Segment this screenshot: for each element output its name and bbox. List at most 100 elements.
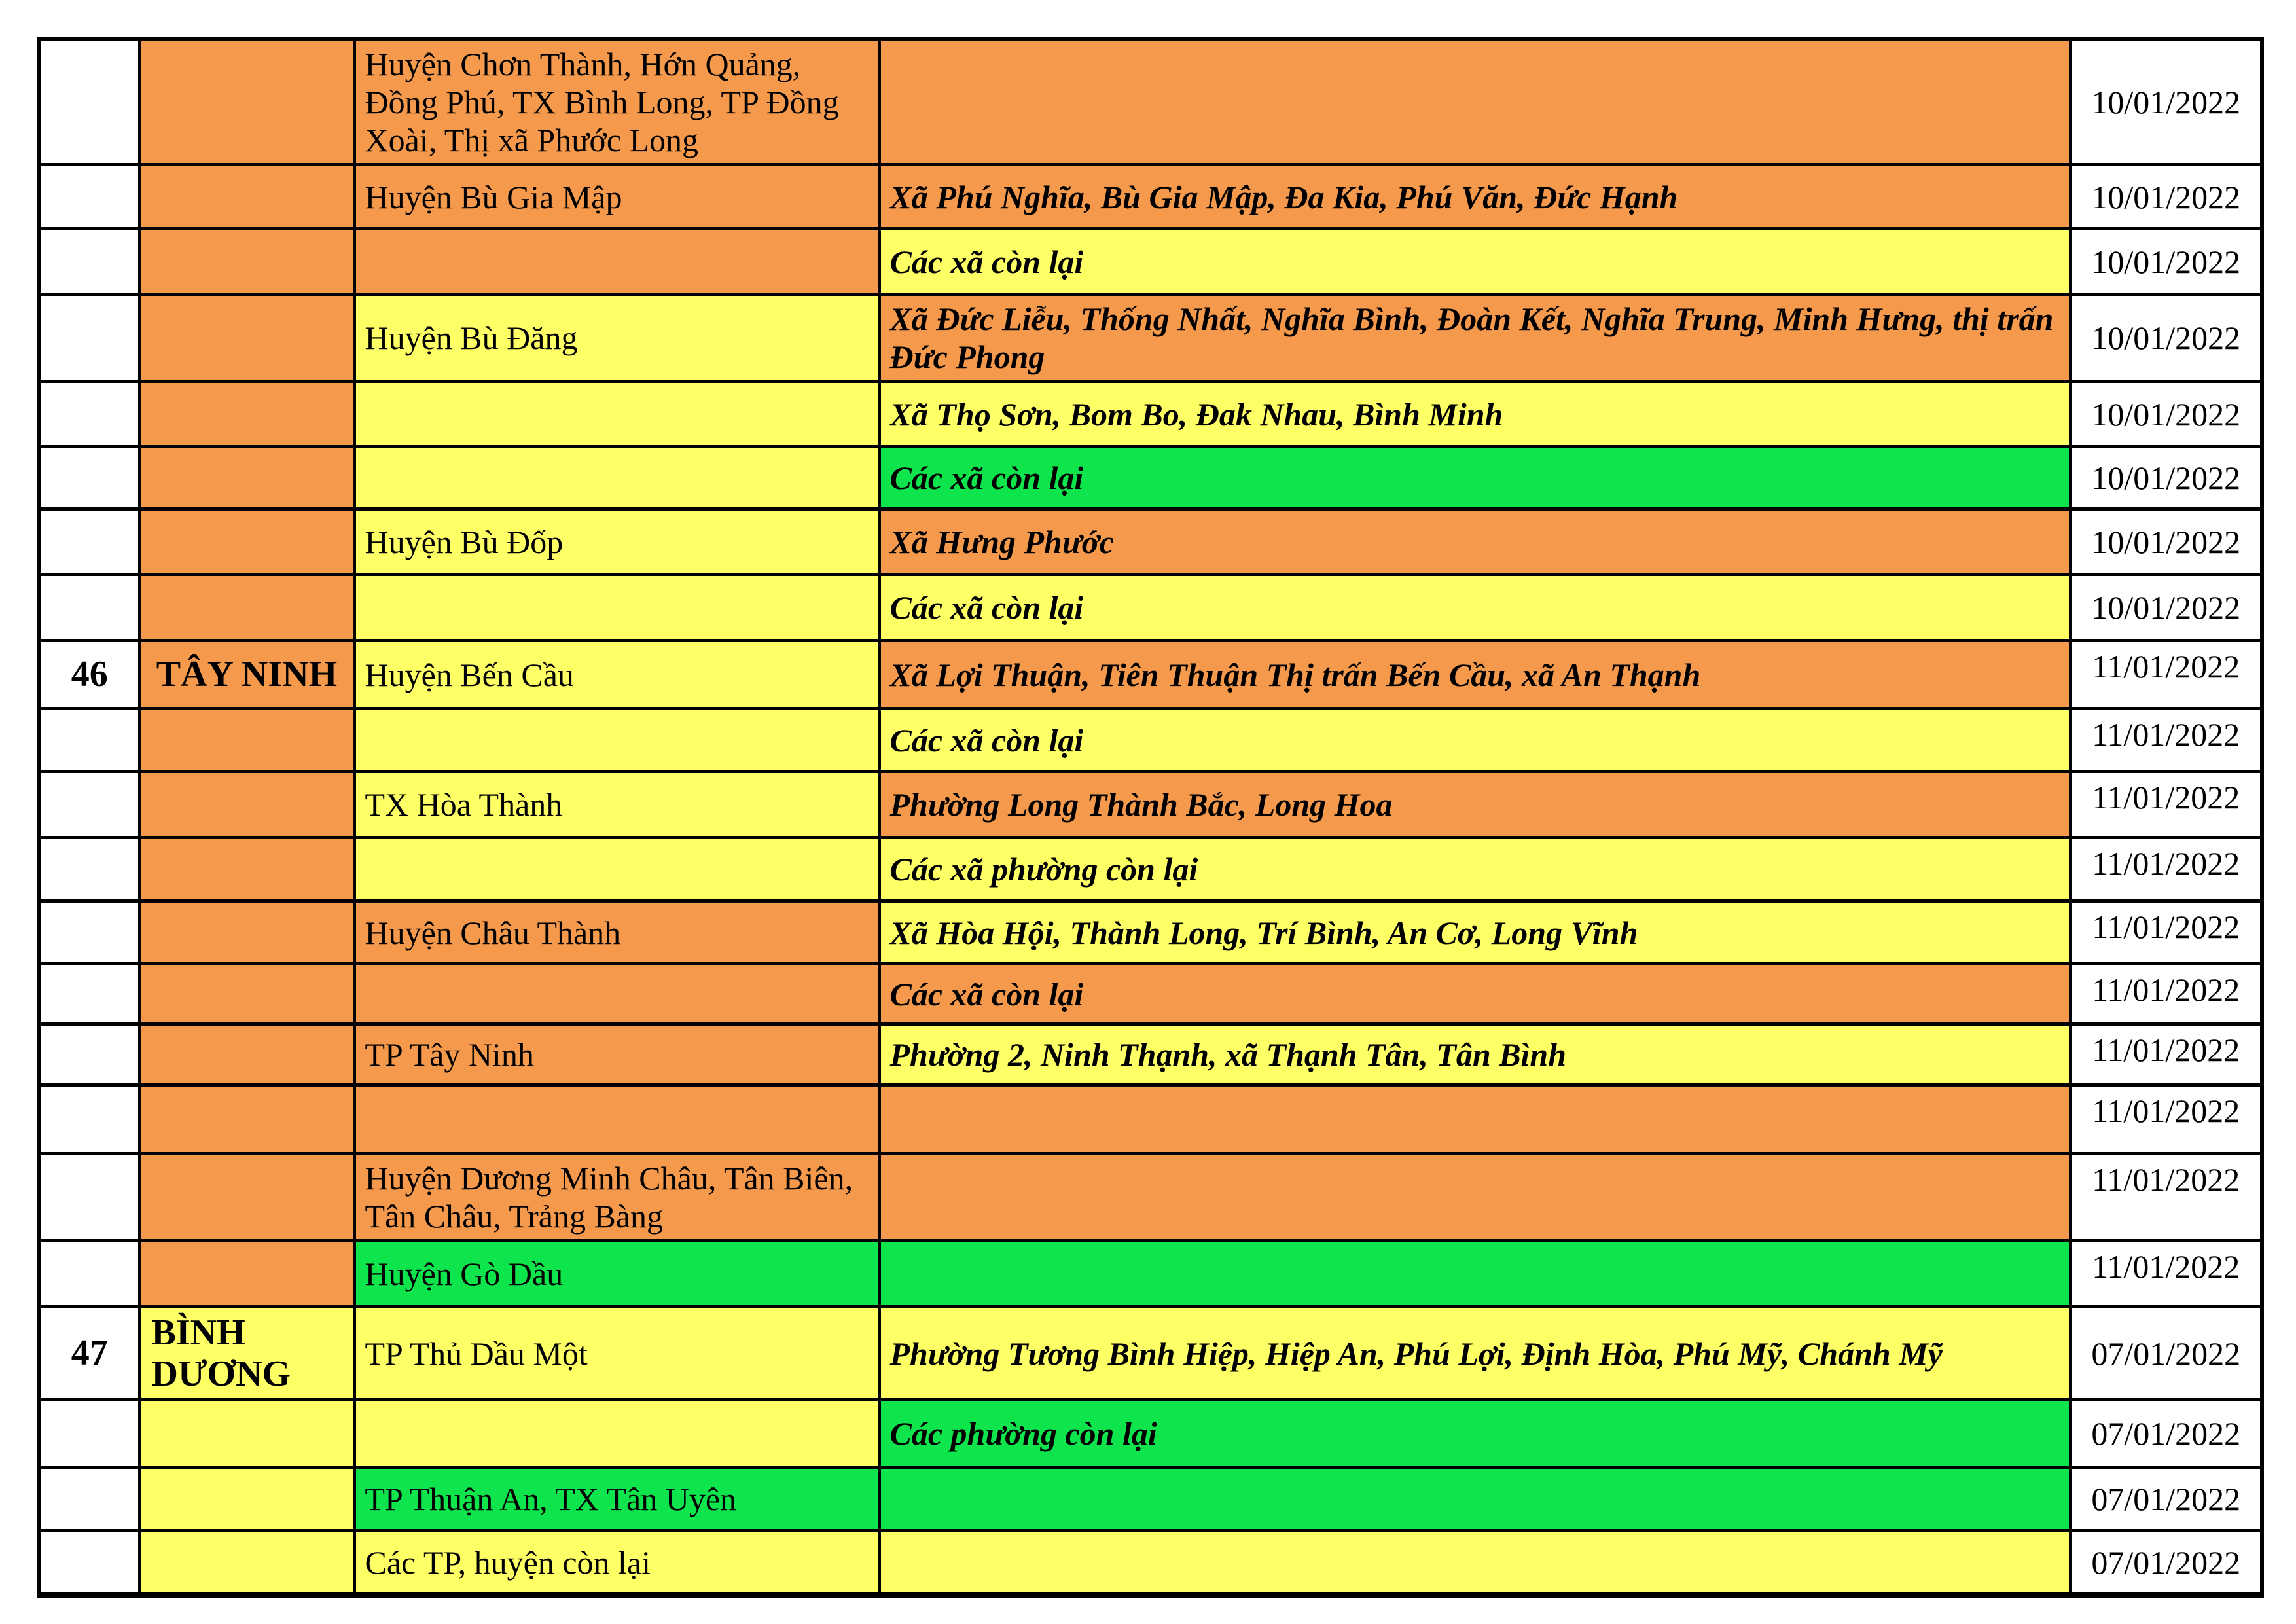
commune-cell xyxy=(877,1083,2072,1155)
row-number-cell xyxy=(37,707,141,773)
province-cell xyxy=(137,163,356,230)
province-cell xyxy=(137,899,356,965)
commune-cell: Phường Tương Bình Hiệp, Hiệp An, Phú Lợi… xyxy=(877,1305,2072,1402)
table-row: Các phường còn lại 07/01/2022 xyxy=(37,1398,2264,1470)
date-cell: 10/01/2022 xyxy=(2068,227,2264,296)
table-row: Huyện Bù Gia Mập Xã Phú Nghĩa, Bù Gia Mập… xyxy=(37,163,2264,230)
date-cell: 07/01/2022 xyxy=(2068,1305,2264,1402)
province-cell xyxy=(137,37,356,166)
row-number-cell xyxy=(37,1398,141,1470)
commune-cell: Xã Lợi Thuận, Tiên Thuận Thị trấn Bến Cầ… xyxy=(877,639,2072,710)
date-cell: 07/01/2022 xyxy=(2068,1398,2264,1470)
row-number-cell xyxy=(37,836,141,903)
province-cell xyxy=(137,1529,356,1597)
row-number-cell xyxy=(37,163,141,230)
table-row: Huyện Dương Minh Châu, Tân Biên, Tân Châ… xyxy=(37,1152,2264,1242)
district-cell xyxy=(352,573,881,642)
province-cell: BÌNH DƯƠNG xyxy=(137,1305,356,1402)
district-cell xyxy=(352,1083,881,1155)
district-cell: TX Hòa Thành xyxy=(352,770,881,839)
row-number-cell xyxy=(37,1022,141,1087)
date-cell: 10/01/2022 xyxy=(2068,573,2264,642)
district-cell: Huyện Bù Gia Mập xyxy=(352,163,881,230)
district-cell: Huyện Bù Đốp xyxy=(352,507,881,576)
district-cell xyxy=(352,962,881,1026)
row-number-cell xyxy=(37,770,141,839)
table-row: 11/01/2022 xyxy=(37,1083,2264,1155)
date-cell: 11/01/2022 xyxy=(2068,1152,2264,1242)
commune-cell xyxy=(877,1152,2072,1242)
district-cell: TP Tây Ninh xyxy=(352,1022,881,1087)
province-cell xyxy=(137,836,356,903)
district-cell: TP Thuận An, TX Tân Uyên xyxy=(352,1466,881,1533)
table-row: Huyện Bù Đăng Xã Đức Liễu, Thống Nhất, Ng… xyxy=(37,293,2264,383)
date-cell: 11/01/2022 xyxy=(2068,962,2264,1026)
commune-cell: Các xã phường còn lại xyxy=(877,836,2072,903)
province-cell xyxy=(137,962,356,1026)
date-cell: 10/01/2022 xyxy=(2068,163,2264,230)
table-row: 47 BÌNH DƯƠNG TP Thủ Dầu Một Phường Tương B… xyxy=(37,1305,2264,1402)
table-row: Các xã còn lại 10/01/2022 xyxy=(37,573,2264,642)
table-row: TP Thuận An, TX Tân Uyên 07/01/2022 xyxy=(37,1466,2264,1533)
district-cell: Các TP, huyện còn lại xyxy=(352,1529,881,1597)
province-cell xyxy=(137,1152,356,1242)
row-number-cell: 47 xyxy=(37,1305,141,1402)
date-cell: 10/01/2022 xyxy=(2068,293,2264,383)
row-number-cell xyxy=(37,1083,141,1155)
risk-level-table: Huyện Chơn Thành, Hớn Quảng, Đồng Phú, T… xyxy=(37,37,2264,1598)
row-number-cell xyxy=(37,1529,141,1597)
table-row: Các xã còn lại 11/01/2022 xyxy=(37,962,2264,1026)
commune-cell xyxy=(877,1239,2072,1308)
date-cell: 07/01/2022 xyxy=(2068,1466,2264,1533)
district-cell: Huyện Gò Dầu xyxy=(352,1239,881,1308)
row-number-cell: 46 xyxy=(37,639,141,710)
province-cell xyxy=(137,445,356,511)
province-cell xyxy=(137,380,356,448)
date-cell: 11/01/2022 xyxy=(2068,1239,2264,1308)
province-cell xyxy=(137,770,356,839)
province-cell: TÂY NINH xyxy=(137,639,356,710)
table-row: Các xã còn lại 10/01/2022 xyxy=(37,227,2264,296)
commune-cell: Các xã còn lại xyxy=(877,962,2072,1026)
commune-cell: Xã Hòa Hội, Thành Long, Trí Bình, An Cơ,… xyxy=(877,899,2072,965)
table-row: Huyện Gò Dầu 11/01/2022 xyxy=(37,1239,2264,1308)
row-number-cell xyxy=(37,507,141,576)
district-cell: Huyện Chơn Thành, Hớn Quảng, Đồng Phú, T… xyxy=(352,37,881,166)
province-cell xyxy=(137,707,356,773)
table-row: Các xã phường còn lại 11/01/2022 xyxy=(37,836,2264,903)
district-cell xyxy=(352,707,881,773)
date-cell: 10/01/2022 xyxy=(2068,380,2264,448)
row-number-cell xyxy=(37,227,141,296)
table-row: TX Hòa Thành Phường Long Thành Bắc, Long … xyxy=(37,770,2264,839)
commune-cell: Các xã còn lại xyxy=(877,573,2072,642)
commune-cell xyxy=(877,37,2072,166)
date-cell: 11/01/2022 xyxy=(2068,1083,2264,1155)
commune-cell: Phường 2, Ninh Thạnh, xã Thạnh Tân, Tân … xyxy=(877,1022,2072,1087)
district-cell: Huyện Bến Cầu xyxy=(352,639,881,710)
risk-level-table-body: Huyện Chơn Thành, Hớn Quảng, Đồng Phú, T… xyxy=(37,37,2264,1597)
table-row: Huyện Bù Đốp Xã Hưng Phước 10/01/2022 xyxy=(37,507,2264,576)
table-row: Các xã còn lại 10/01/2022 xyxy=(37,445,2264,511)
table-row: Các TP, huyện còn lại 07/01/2022 xyxy=(37,1529,2264,1597)
district-cell xyxy=(352,1398,881,1470)
province-cell xyxy=(137,227,356,296)
date-cell: 10/01/2022 xyxy=(2068,445,2264,511)
table-row: Các xã còn lại 11/01/2022 xyxy=(37,707,2264,773)
commune-cell: Xã Thọ Sơn, Bom Bo, Đak Nhau, Bình Minh xyxy=(877,380,2072,448)
province-cell xyxy=(137,573,356,642)
date-cell: 11/01/2022 xyxy=(2068,1022,2264,1087)
row-number-cell xyxy=(37,962,141,1026)
table-row: TP Tây Ninh Phường 2, Ninh Thạnh, xã Thạn… xyxy=(37,1022,2264,1087)
commune-cell: Các xã còn lại xyxy=(877,227,2072,296)
table-row: Huyện Chơn Thành, Hớn Quảng, Đồng Phú, T… xyxy=(37,37,2264,166)
commune-cell: Xã Hưng Phước xyxy=(877,507,2072,576)
district-cell xyxy=(352,445,881,511)
date-cell: 11/01/2022 xyxy=(2068,836,2264,903)
province-cell xyxy=(137,1398,356,1470)
province-cell xyxy=(137,507,356,576)
commune-cell xyxy=(877,1529,2072,1597)
district-cell: Huyện Bù Đăng xyxy=(352,293,881,383)
district-cell xyxy=(352,227,881,296)
district-cell: Huyện Dương Minh Châu, Tân Biên, Tân Châ… xyxy=(352,1152,881,1242)
province-cell xyxy=(137,1083,356,1155)
